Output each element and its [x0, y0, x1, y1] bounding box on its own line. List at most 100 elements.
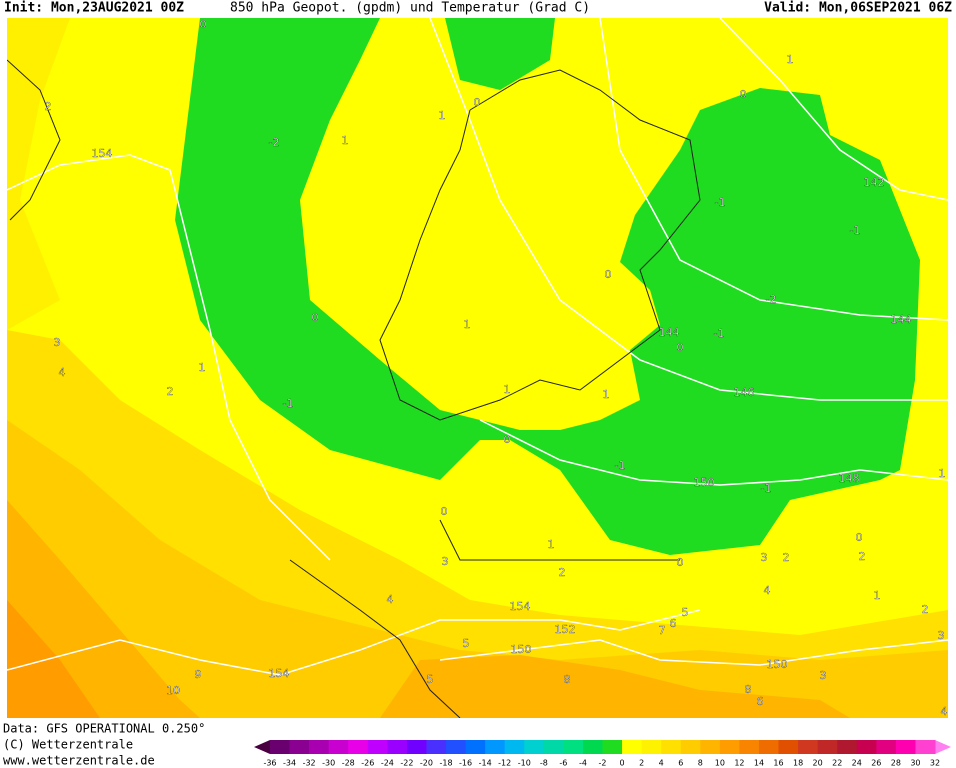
contour-label: 1 [199, 361, 206, 374]
contour-label: 2 [45, 100, 52, 113]
product: 850 hPa Geopot. (gpdm) und Temperatur (G… [230, 1, 590, 16]
contour-label: 1 [342, 134, 349, 147]
colorbar-bin [563, 740, 584, 754]
colorbar-bin [602, 740, 623, 754]
colorbar-label: -8 [540, 759, 548, 768]
contour-label: 144 [891, 313, 912, 326]
contour-label: 1 [439, 109, 446, 122]
colorbar-bin [406, 740, 427, 754]
contour-label: 1 [939, 467, 946, 480]
contour-label: 1 [548, 538, 555, 551]
colorbar-bin [426, 740, 447, 754]
contour-label: 3 [442, 555, 449, 568]
copyright: (C) Wetterzentrale [3, 738, 133, 752]
colorbar-bin [270, 740, 291, 754]
colorbar: -36 -34 -32 -30 -28 -26 -24 -22 -20 -18 -16 -14 -12-… [254, 740, 951, 768]
colorbar-bin [661, 740, 682, 754]
contour-label: 5 [682, 606, 689, 619]
colorbar-bin [387, 740, 408, 754]
colorbar-label: 22 [832, 759, 842, 768]
colorbar-label: -12 [498, 759, 511, 768]
colorbar-bin [680, 740, 701, 754]
contour-label: -1 [714, 327, 725, 340]
colorbar-label: -2 [599, 759, 607, 768]
colorbar-label: -6 [559, 759, 567, 768]
colorbar-label: -10 [518, 759, 531, 768]
contour-label: 1 [464, 318, 471, 331]
contour-label: 150 [767, 658, 788, 671]
contour-label: 7 [659, 624, 666, 637]
contour-label: 6 [670, 617, 677, 630]
colorbar-label: -24 [381, 759, 394, 768]
contour-label: 154 [510, 600, 531, 613]
colorbar-bin [485, 740, 506, 754]
contour-label: 8 [564, 673, 571, 686]
contour-label: 3 [761, 551, 768, 564]
contour-label: 0 [856, 531, 863, 544]
colorbar-over [935, 740, 951, 754]
colorbar-bin [465, 740, 486, 754]
colorbar-bin [856, 740, 877, 754]
colorbar-label: -26 [361, 759, 374, 768]
colorbar-label: -22 [400, 759, 413, 768]
colorbar-label: 6 [678, 759, 683, 768]
colorbar-label: 4 [659, 759, 664, 768]
contour-label: 146 [734, 386, 755, 399]
contour-label: 9 [195, 668, 202, 681]
colorbar-bin [582, 740, 603, 754]
contour-label: 2 [859, 550, 866, 563]
colorbar-bin [739, 740, 760, 754]
contour-label: 5 [427, 673, 434, 686]
colorbar-bin [778, 740, 799, 754]
contour-label: 0 [474, 96, 481, 109]
contour-label: -1 [850, 224, 861, 237]
colorbar-label: -32 [303, 759, 316, 768]
contour-label: 0 [200, 18, 207, 31]
contour-label: 4 [59, 366, 66, 379]
contour-label: 0 [677, 341, 684, 354]
contour-label: 2 [783, 551, 790, 564]
contour-label: 144 [659, 326, 680, 339]
contour-label: -1 [283, 397, 294, 410]
contour-label: 0 [441, 505, 448, 518]
contour-label: 0 [740, 88, 747, 101]
colorbar-label: -28 [342, 759, 355, 768]
colorbar-label: -14 [479, 759, 492, 768]
colorbar-label: 8 [698, 759, 703, 768]
contour-label: 1 [874, 589, 881, 602]
contour-label: 154 [269, 667, 290, 680]
contour-label: 4 [387, 593, 394, 606]
colorbar-label: 16 [773, 759, 783, 768]
colorbar-bin [895, 740, 916, 754]
colorbar-label: 24 [852, 759, 862, 768]
contour-label: -2 [766, 293, 777, 306]
colorbar-label: 30 [910, 759, 920, 768]
colorbar-label: -36 [263, 759, 276, 768]
contour-label: -2 [269, 136, 280, 149]
contour-label: 1 [504, 383, 511, 396]
colorbar-label: 26 [871, 759, 881, 768]
colorbar-bin [641, 740, 662, 754]
colorbar-bin [798, 740, 819, 754]
colorbar-bin [309, 740, 330, 754]
colorbar-label: -34 [283, 759, 296, 768]
colorbar-bin [622, 740, 643, 754]
contour-label: 2 [167, 385, 174, 398]
colorbar-label: 12 [734, 759, 744, 768]
colorbar-bin [719, 740, 740, 754]
contour-label: 152 [555, 623, 576, 636]
colorbar-bin [700, 740, 721, 754]
colorbar-label: 28 [891, 759, 901, 768]
contour-label: 4 [764, 584, 771, 597]
contour-label: 4 [941, 705, 948, 718]
colorbar-label: 18 [793, 759, 803, 768]
colorbar-label: 2 [639, 759, 644, 768]
contour-label: 0 [312, 311, 319, 324]
colorbar-bin [837, 740, 858, 754]
contour-label: 0 [504, 433, 511, 446]
colorbar-bin [289, 740, 310, 754]
contour-label: 3 [54, 336, 61, 349]
contour-label: 2 [559, 566, 566, 579]
